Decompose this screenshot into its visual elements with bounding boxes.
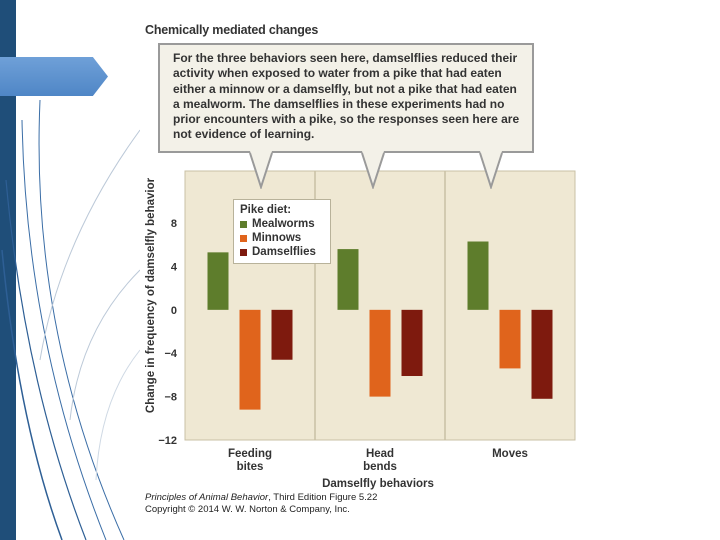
bar-mealworms: [467, 241, 489, 310]
bar-mealworms: [207, 252, 229, 310]
legend-swatch-mealworms: [240, 220, 247, 228]
slide-accent-bar: [0, 0, 16, 540]
legend-item-minnows: Minnows: [240, 231, 324, 245]
x-tick-label: Feeding: [228, 448, 272, 460]
figure-panel: Chemically mediated changes 8 4 0 −4 −8 −12 Fe…: [141, 18, 580, 518]
y-tick-label: −12: [158, 435, 177, 447]
legend-swatch-minnows: [240, 234, 247, 242]
bar-damselflies: [531, 309, 553, 399]
y-axis-label: Change in frequency of damselfly behavio…: [145, 177, 157, 413]
y-tick-label: −4: [164, 348, 177, 360]
figure-credit: Principles of Animal Behavior, Third Edi…: [145, 492, 377, 516]
bar-damselflies: [401, 309, 423, 377]
x-tick-label: bites: [237, 461, 264, 473]
y-tick-label: −8: [164, 392, 177, 404]
figure-title: Chemically mediated changes: [145, 23, 319, 37]
y-tick-label: 0: [171, 305, 177, 317]
credit-copyright: Copyright © 2014 W. W. Norton & Company,…: [145, 504, 350, 515]
x-tick-label: Head: [366, 448, 394, 460]
legend-label-minnows: Minnows: [252, 232, 302, 244]
credit-book-title: Principles of Animal Behavior: [145, 492, 269, 503]
x-tick-label: bends: [363, 461, 397, 473]
bar-minnows: [499, 309, 521, 369]
chart-legend: Pike diet: Mealworms Minnows Damselflies: [233, 199, 331, 264]
callout-pointer: [361, 151, 385, 189]
credit-figure-number: Figure 5.22: [329, 492, 378, 503]
callout-pointer: [479, 151, 503, 189]
y-tick-label: 8: [171, 218, 177, 230]
legend-label-damselflies: Damselflies: [252, 246, 316, 258]
decor-curve-2: [5, 179, 87, 540]
bar-mealworms: [337, 249, 359, 310]
decor-curve-1: [1, 249, 63, 540]
callout-box: For the three behaviors seen here, damse…: [158, 43, 534, 153]
bar-damselflies: [271, 309, 293, 360]
legend-label-mealworms: Mealworms: [252, 218, 315, 230]
legend-item-mealworms: Mealworms: [240, 217, 324, 231]
decor-curve-6: [69, 269, 140, 421]
legend-item-damselflies: Damselflies: [240, 245, 324, 259]
bar-minnows: [239, 309, 261, 410]
legend-title: Pike diet:: [240, 204, 292, 216]
decor-curve-5: [39, 129, 140, 361]
credit-edition: , Third Edition: [268, 492, 327, 503]
slide-arrow-tab: [0, 57, 108, 96]
decorative-curves: [1, 99, 140, 540]
y-tick-label: 4: [171, 261, 178, 273]
legend-swatch-damselflies: [240, 248, 247, 256]
callout-pointer: [249, 151, 273, 189]
decor-curve-4: [38, 99, 125, 540]
credit-line-1: Principles of Animal Behavior, Third Edi…: [145, 492, 377, 504]
x-tick-label: Moves: [492, 448, 528, 460]
x-axis-label: Damselfly behaviors: [322, 478, 434, 490]
decor-curve-7: [95, 349, 140, 481]
bar-minnows: [369, 309, 391, 397]
